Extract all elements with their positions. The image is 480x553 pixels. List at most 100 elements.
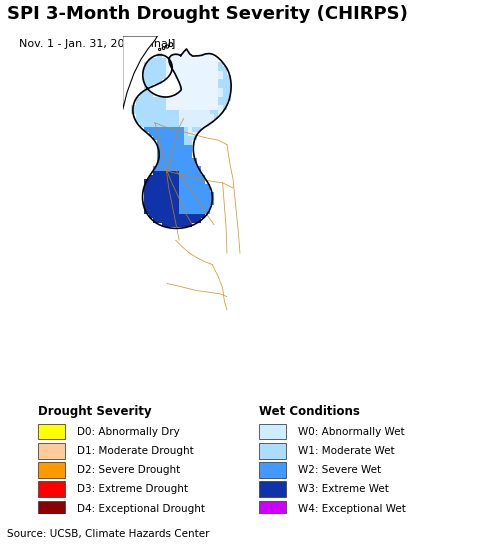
Bar [192, 166, 196, 171]
Bar [192, 184, 196, 188]
Bar [170, 201, 175, 205]
Bar [166, 218, 170, 223]
Bar [201, 210, 205, 214]
Bar [149, 214, 153, 218]
Bar [210, 88, 214, 92]
Bar [170, 136, 175, 140]
Bar [170, 97, 175, 101]
Bar [157, 62, 162, 66]
Bar [196, 84, 201, 88]
Bar [183, 214, 188, 218]
Bar [227, 92, 231, 97]
Bar [166, 101, 170, 106]
Bar [149, 84, 153, 88]
Bar [214, 71, 218, 75]
Bar [192, 188, 196, 192]
Bar [183, 75, 188, 80]
Bar [188, 114, 192, 118]
Bar [205, 184, 210, 188]
Bar [183, 179, 188, 184]
Bar [183, 66, 188, 71]
Bar [175, 110, 179, 114]
Bar [144, 127, 149, 132]
Bar [166, 71, 170, 75]
Bar [157, 179, 162, 184]
Bar [192, 210, 196, 214]
Text: SPI 3-Month Drought Severity (CHIRPS): SPI 3-Month Drought Severity (CHIRPS) [7, 4, 408, 23]
FancyBboxPatch shape [259, 482, 286, 497]
Bar [201, 214, 205, 218]
Bar [196, 106, 201, 110]
Bar [136, 101, 140, 106]
Bar [210, 101, 214, 106]
Bar [218, 97, 223, 101]
Bar [183, 49, 188, 53]
Bar [188, 101, 192, 106]
Bar [162, 75, 166, 80]
Bar [179, 210, 183, 214]
Bar [149, 184, 153, 188]
Bar [153, 101, 157, 106]
Bar [153, 106, 157, 110]
Bar [214, 114, 218, 118]
Bar [179, 132, 183, 136]
Bar [144, 84, 149, 88]
Bar [153, 197, 157, 201]
Bar [188, 223, 192, 227]
Bar [157, 218, 162, 223]
Bar [140, 110, 144, 114]
Bar [196, 75, 201, 80]
Bar [149, 58, 153, 62]
Bar [157, 210, 162, 214]
Bar [227, 80, 231, 84]
Bar [210, 97, 214, 101]
Bar [196, 88, 201, 92]
Bar [183, 71, 188, 75]
Bar [170, 171, 175, 175]
Bar [201, 53, 205, 58]
Bar [196, 66, 201, 71]
Bar [136, 114, 140, 118]
Bar [205, 53, 210, 58]
Bar [183, 58, 188, 62]
Bar [170, 188, 175, 192]
Bar [157, 144, 162, 149]
Bar [175, 171, 179, 175]
Bar [179, 71, 183, 75]
Bar [201, 66, 205, 71]
Bar [175, 149, 179, 153]
Bar [223, 66, 227, 71]
Bar [183, 192, 188, 197]
Bar [188, 205, 192, 210]
Bar [136, 106, 140, 110]
Bar [175, 101, 179, 106]
Bar [153, 127, 157, 132]
FancyBboxPatch shape [259, 462, 286, 478]
Bar [140, 97, 144, 101]
Bar [166, 140, 170, 144]
Bar [192, 114, 196, 118]
Bar [179, 218, 183, 223]
Bar [153, 80, 157, 84]
Bar [140, 114, 144, 118]
Bar [210, 75, 214, 80]
Bar [218, 80, 223, 84]
Bar [188, 140, 192, 144]
Bar [196, 192, 201, 197]
Bar [179, 158, 183, 162]
Bar [192, 118, 196, 123]
Bar [162, 218, 166, 223]
FancyBboxPatch shape [259, 500, 286, 517]
Bar [201, 97, 205, 101]
Bar [227, 88, 231, 92]
Bar [192, 71, 196, 75]
Bar [157, 123, 162, 127]
Bar [175, 162, 179, 166]
Bar [192, 88, 196, 92]
Bar [179, 175, 183, 179]
Bar [175, 140, 179, 144]
Text: D2: Severe Drought: D2: Severe Drought [77, 465, 180, 475]
Bar [188, 75, 192, 80]
Bar [183, 205, 188, 210]
Bar [192, 92, 196, 97]
